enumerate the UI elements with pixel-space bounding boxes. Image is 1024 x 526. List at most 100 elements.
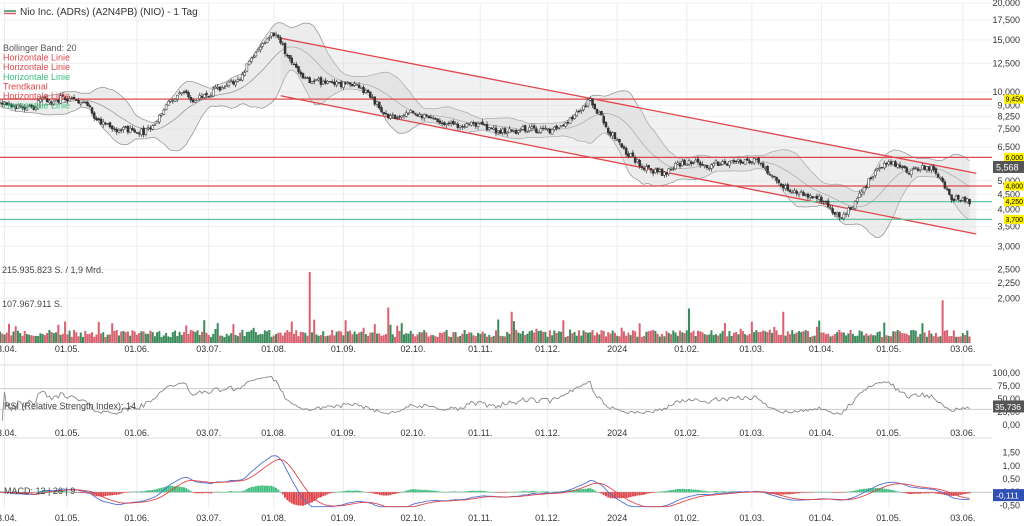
volume-bar bbox=[867, 335, 870, 343]
macd-tick-label-2: 0,50 bbox=[1002, 474, 1020, 484]
macd-histogram-bar bbox=[290, 492, 293, 504]
macd-histogram-bar bbox=[349, 490, 352, 493]
macd-histogram-bar bbox=[797, 492, 800, 494]
volume-bar bbox=[910, 330, 913, 343]
macd-histogram-bar bbox=[782, 492, 785, 495]
volume-bar bbox=[315, 334, 318, 343]
volume-bar bbox=[780, 334, 783, 343]
macd-histogram-bar bbox=[297, 492, 300, 506]
macd-histogram-bar bbox=[831, 492, 834, 493]
volume-bar bbox=[510, 311, 513, 343]
macd-histogram-bar bbox=[239, 491, 242, 493]
candle-body bbox=[514, 130, 518, 134]
macd-histogram-bar bbox=[443, 491, 446, 493]
macd-histogram-bar bbox=[28, 492, 31, 493]
candle-body bbox=[445, 123, 448, 126]
x-tick-label-7-0: 01.11. bbox=[468, 344, 492, 354]
macd-histogram-bar bbox=[937, 492, 940, 494]
volume-bar bbox=[600, 330, 603, 343]
volume-bar bbox=[223, 337, 226, 343]
candle-body bbox=[957, 194, 960, 200]
volume-bar bbox=[263, 330, 266, 343]
candle-body bbox=[748, 160, 751, 164]
volume-bar bbox=[604, 336, 607, 343]
macd-histogram-bar bbox=[961, 492, 964, 495]
candle-body bbox=[606, 127, 610, 134]
volume-bar bbox=[34, 335, 37, 343]
volume-bar bbox=[580, 335, 583, 343]
trend-channel-lower bbox=[280, 95, 977, 235]
candle-body bbox=[703, 164, 706, 166]
volume-bar bbox=[750, 321, 753, 343]
volume-bar bbox=[964, 334, 967, 343]
price-tick-label-9: 5,000 bbox=[997, 176, 1020, 186]
candle-body bbox=[474, 122, 478, 127]
candle-body bbox=[692, 162, 695, 164]
candle-body bbox=[728, 160, 731, 166]
volume-bar bbox=[284, 332, 287, 343]
macd-histogram-bar bbox=[236, 491, 239, 493]
candle-body bbox=[295, 63, 298, 68]
candle-body bbox=[613, 132, 617, 140]
x-tick-label-4-1: 01.08. bbox=[261, 428, 286, 438]
volume-bar bbox=[919, 334, 922, 343]
macd-histogram-bar bbox=[474, 490, 477, 493]
candle-body bbox=[732, 160, 736, 163]
x-tick-label-11-0: 01.03. bbox=[739, 344, 764, 354]
candle-body bbox=[151, 125, 154, 130]
candle-body bbox=[602, 115, 605, 124]
volume-bar bbox=[824, 334, 827, 343]
macd-histogram-bar bbox=[331, 492, 334, 493]
macd-histogram-bar bbox=[25, 492, 28, 493]
x-tick-label-10-2: 01.02. bbox=[674, 513, 699, 523]
macd-histogram-bar bbox=[257, 485, 260, 493]
candle-body bbox=[306, 77, 309, 79]
macd-histogram-bar bbox=[625, 492, 628, 498]
macd-histogram-bar bbox=[842, 492, 845, 493]
volume-bar bbox=[701, 332, 704, 343]
candle-body bbox=[0, 102, 2, 104]
volume-bar bbox=[275, 334, 278, 343]
macd-histogram-bar bbox=[833, 492, 836, 493]
candle-body bbox=[308, 77, 311, 84]
macd-histogram-bar bbox=[557, 491, 560, 493]
volume-bar bbox=[616, 335, 619, 343]
macd-histogram-bar bbox=[400, 492, 403, 493]
macd-histogram-bar bbox=[286, 492, 289, 501]
candle-body bbox=[317, 78, 320, 81]
macd-histogram-bar bbox=[324, 492, 327, 496]
candle-body bbox=[59, 95, 62, 104]
macd-histogram-bar bbox=[851, 491, 854, 493]
volume-bar bbox=[791, 330, 794, 343]
macd-histogram-bar bbox=[432, 490, 435, 493]
candle-body bbox=[532, 125, 536, 129]
macd-histogram-bar bbox=[910, 492, 913, 495]
volume-bar bbox=[854, 336, 857, 343]
candle-body bbox=[591, 98, 594, 106]
macd-histogram-bar bbox=[346, 490, 349, 493]
macd-histogram-bar bbox=[492, 491, 495, 493]
macd-histogram-bar bbox=[456, 491, 459, 493]
volume-bar bbox=[301, 332, 304, 343]
volume-bar bbox=[775, 330, 778, 343]
volume-bar bbox=[611, 330, 614, 343]
macd-histogram-bar bbox=[757, 491, 760, 493]
volume-bar bbox=[481, 331, 484, 343]
price-tick-label-14: 2,500 bbox=[997, 265, 1020, 275]
candle-body bbox=[297, 66, 300, 73]
macd-histogram-bar bbox=[32, 492, 35, 493]
candle-body bbox=[779, 183, 783, 187]
candle-body bbox=[842, 213, 846, 219]
macd-histogram-bar bbox=[131, 491, 134, 493]
macd-histogram-bar bbox=[912, 492, 915, 494]
volume-bar bbox=[894, 331, 897, 343]
macd-label: MACD: 12 | 26 | 9 bbox=[4, 486, 75, 496]
volume-bar bbox=[230, 333, 233, 343]
macd-histogram-bar bbox=[250, 486, 253, 493]
volume-bar bbox=[382, 335, 385, 343]
volume-bar bbox=[308, 272, 311, 343]
volume-bar bbox=[661, 333, 664, 343]
volume-bar bbox=[914, 330, 917, 343]
macd-histogram-bar bbox=[218, 491, 221, 493]
volume-bar bbox=[418, 332, 421, 343]
